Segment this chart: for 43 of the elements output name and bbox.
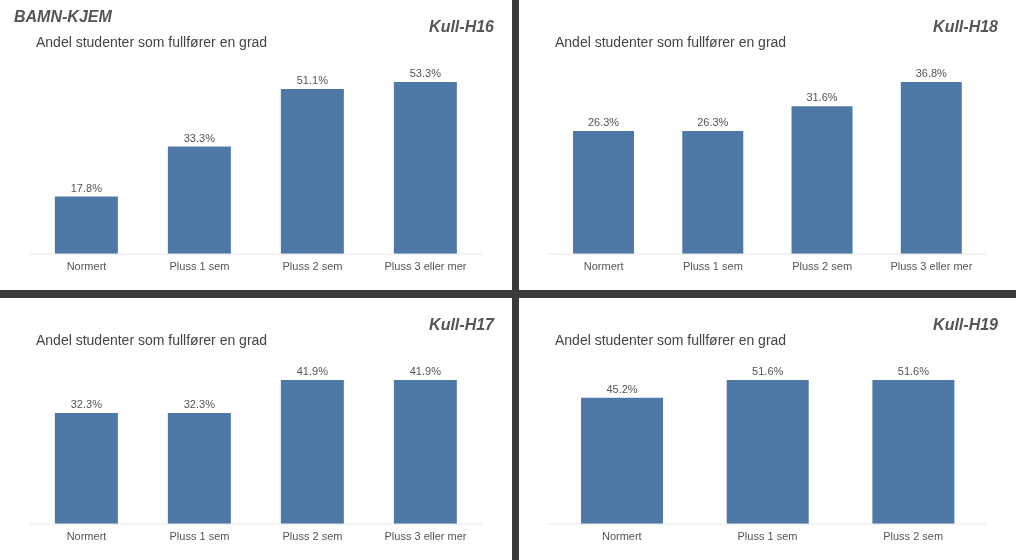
bar <box>54 196 118 254</box>
x-tick-label: Pluss 2 sem <box>282 529 343 542</box>
text: BAMN-KJEM <box>14 8 112 27</box>
x-tick-label: Pluss 2 sem <box>883 529 944 542</box>
chart-title: Andel studenter som fullfører en grad <box>554 34 788 50</box>
text: Kull-H16 <box>429 18 494 35</box>
x-tick-label: Pluss 3 eller mer <box>384 259 467 272</box>
x-tick-label: Pluss 3 eller mer <box>890 259 973 272</box>
data-label: 31.6% <box>806 91 838 104</box>
data-label: 26.3% <box>587 116 620 129</box>
data-label: 41.9% <box>296 365 329 377</box>
data-label: 17.8% <box>70 181 103 194</box>
x-tick-label: Pluss 1 sem <box>737 529 798 542</box>
x-tick-label: Pluss 1 sem <box>169 529 230 542</box>
x-tick-label: Pluss 1 sem <box>682 259 743 272</box>
data-label: 53.3% <box>409 67 442 79</box>
x-tick-label: Pluss 3 eller mer <box>384 529 467 542</box>
data-label: 32.3% <box>183 397 216 410</box>
x-tick-label: Normert <box>601 529 642 542</box>
chart-title: Andel studenter som fullfører en grad <box>35 332 269 348</box>
data-label: 51.6% <box>897 365 930 377</box>
data-label: 45.2% <box>606 382 638 395</box>
data-label: 51.1% <box>296 74 329 87</box>
x-tick-label: Pluss 1 sem <box>169 259 230 272</box>
x-tick-label: Normert <box>66 529 107 542</box>
text: Kull-H18 <box>933 18 998 35</box>
x-tick-label: Normert <box>583 259 624 272</box>
chart-title: Andel studenter som fullfører en grad <box>554 332 788 348</box>
bar <box>280 89 344 254</box>
chart-title: Andel studenter som fullfører en grad <box>35 34 269 50</box>
bar <box>167 146 231 254</box>
data-label: 51.6% <box>752 365 784 377</box>
x-tick-label: Normert <box>66 259 107 272</box>
data-label: 26.3% <box>697 116 729 129</box>
data-label: 32.3% <box>70 397 103 410</box>
x-tick-label: Pluss 2 sem <box>282 259 343 272</box>
bar <box>393 82 457 254</box>
data-label: 41.9% <box>409 365 442 377</box>
text: Kull-H17 <box>429 316 494 333</box>
x-tick-label: Pluss 2 sem <box>792 259 853 272</box>
text: Kull-H19 <box>933 316 998 333</box>
data-label: 33.3% <box>183 131 216 144</box>
data-label: 36.8% <box>915 67 948 79</box>
